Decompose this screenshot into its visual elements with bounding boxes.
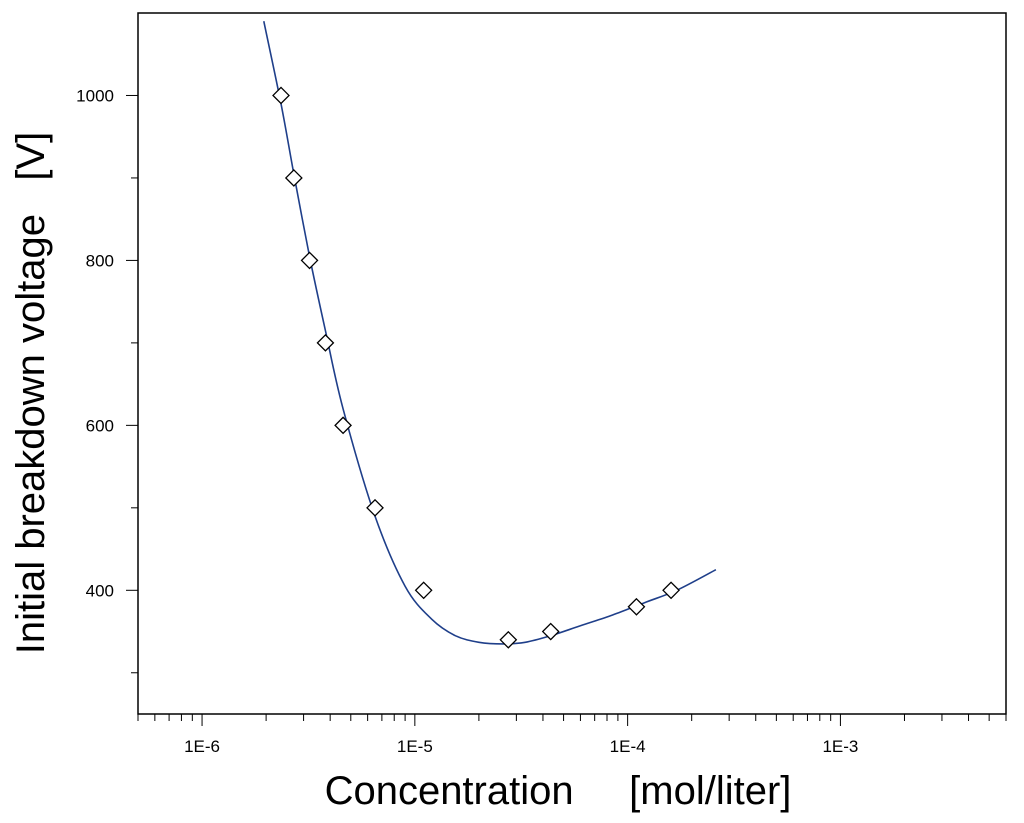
data-point-markers bbox=[272, 86, 680, 649]
x-axis-title: Concentration [mol/liter] bbox=[325, 769, 792, 813]
y-axis-title: Initial breakdown voltage [V] bbox=[9, 132, 53, 655]
data-point-marker bbox=[300, 251, 319, 270]
data-point-marker bbox=[334, 416, 353, 435]
x-tick-label: 1E-3 bbox=[822, 737, 858, 756]
plot-area-frame bbox=[137, 12, 1007, 715]
x-axis-ticks: 1E-6 1E-5 1E-4 1E-3 bbox=[137, 714, 1007, 756]
x-tick-label: 1E-4 bbox=[610, 737, 646, 756]
y-tick-label: 600 bbox=[86, 416, 114, 435]
x-tick-label: 1E-5 bbox=[397, 737, 433, 756]
data-point-marker bbox=[272, 86, 290, 105]
y-tick-label: 1000 bbox=[76, 86, 114, 105]
x-tick-label: 1E-6 bbox=[184, 737, 220, 756]
data-point-marker bbox=[284, 169, 303, 187]
y-tick-label: 400 bbox=[86, 581, 114, 600]
data-point-marker bbox=[541, 622, 560, 641]
data-point-marker bbox=[662, 581, 680, 600]
fit-curve bbox=[263, 21, 717, 645]
y-axis-ticks: 1000 800 600 400 bbox=[76, 86, 138, 674]
data-point-marker bbox=[499, 630, 518, 649]
data-point-marker bbox=[366, 498, 384, 517]
data-point-marker bbox=[414, 581, 433, 600]
y-tick-label: 800 bbox=[86, 251, 114, 270]
data-point-marker bbox=[316, 333, 335, 352]
data-point-marker bbox=[627, 597, 646, 616]
